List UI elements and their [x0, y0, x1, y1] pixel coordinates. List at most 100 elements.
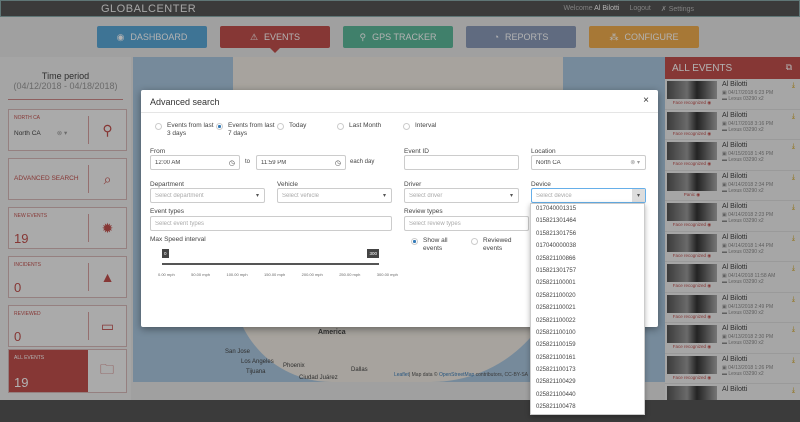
event-thumbnail[interactable] [667, 386, 717, 400]
event-thumbnail[interactable] [667, 264, 717, 282]
event-item[interactable]: Face recognized ◉ Al Bilotti ▣ 04/14/2018 … [665, 232, 800, 262]
device-option[interactable]: 025821100100 [536, 329, 576, 336]
device-option[interactable]: 025821100161 [536, 354, 576, 361]
incidents-card[interactable]: INCIDENTS 0 ▲ [8, 256, 127, 298]
event-item[interactable]: Al Bilotti ⤓ [665, 384, 800, 400]
event-item[interactable]: Face recognized ◉ Al Bilotti ▣ 04/17/2018 … [665, 79, 800, 110]
event-thumbnail[interactable] [667, 172, 717, 191]
location-select[interactable]: North CA ⊗ ▾ [531, 155, 646, 170]
device-option[interactable]: 025821100159 [536, 342, 576, 349]
device-option[interactable]: 025821100020 [536, 292, 576, 299]
event-thumbnail[interactable] [667, 142, 717, 160]
device-option[interactable]: 017040000038 [536, 243, 577, 250]
slider-min-handle[interactable]: 0 [162, 249, 169, 258]
copy-icon[interactable]: ⧉ [785, 62, 792, 72]
period-radio[interactable]: Events from last 3 days [155, 122, 215, 138]
osm-link[interactable]: OpenStreetMap [438, 372, 475, 378]
radio-button[interactable] [216, 123, 223, 130]
download-icon[interactable]: ⤓ [791, 356, 795, 364]
new-events-card[interactable]: NEW EVENTS 19 ✹ [8, 207, 127, 249]
event-thumbnail[interactable] [667, 325, 717, 343]
eye-icon: ◉ [706, 161, 712, 166]
device-option[interactable]: 015821301464 [536, 218, 577, 225]
device-option[interactable]: 025821100429 [536, 379, 576, 386]
location-card[interactable]: NORTH CA North CA ⊗ ▾ ⚲ [8, 109, 127, 151]
advanced-search-card[interactable]: ADVANCED SEARCH ⌕ [8, 158, 127, 200]
period-radio[interactable]: Today [277, 122, 337, 130]
period-radio[interactable]: Last Month [337, 122, 397, 130]
download-icon[interactable]: ⤓ [791, 112, 795, 120]
event-thumbnail[interactable] [667, 203, 717, 221]
device-option[interactable]: 025821100022 [536, 317, 576, 324]
vehicle-select[interactable]: Select vehicle ▾ [277, 188, 392, 203]
download-icon[interactable]: ⤓ [791, 265, 795, 272]
to-time-input[interactable]: 11:59 PM ◷ [256, 155, 346, 170]
slider-max-handle[interactable]: 300 [367, 249, 379, 258]
event-item[interactable]: Panic ◉ Al Bilotti ▣ 04/14/2018 2:34 PM ▬ L… [665, 171, 800, 201]
radio-button[interactable] [155, 123, 162, 130]
device-option[interactable]: 015821301756 [536, 230, 577, 237]
device-option[interactable]: 015821301757 [536, 267, 577, 274]
radio-button[interactable] [277, 123, 284, 130]
device-dropdown-list[interactable]: 017040001315 015821301464 015821301756 0170… [530, 203, 645, 415]
event-thumbnail[interactable] [667, 233, 717, 252]
review-radio[interactable]: Reviewed events [471, 237, 513, 253]
device-option[interactable]: 025821100021 [536, 305, 576, 312]
period-radio[interactable]: Interval [403, 122, 463, 130]
event-thumbnail[interactable] [667, 294, 717, 313]
clear-and-caret-icon[interactable]: ⊗ ▾ [630, 160, 640, 166]
event-thumbnail[interactable] [667, 355, 717, 374]
nav-gps-tracker[interactable]: ⚲ GPS TRACKER [343, 26, 453, 48]
download-icon[interactable]: ⤓ [791, 295, 795, 303]
event-item[interactable]: Face recognized ◉ Al Bilotti ▣ 04/15/2018 … [665, 140, 800, 171]
all-events-card[interactable]: ALL EVENTS 19 🗀 [8, 349, 127, 393]
event-item[interactable]: Face recognized ◉ Al Bilotti ▣ 04/14/2018 … [665, 262, 800, 293]
download-icon[interactable]: ⤓ [791, 234, 795, 242]
event-item[interactable]: Face recognized ◉ Al Bilotti ▣ 04/13/2018 … [665, 354, 800, 384]
download-icon[interactable]: ⤓ [791, 82, 795, 89]
review-types-select[interactable]: Select review types [404, 216, 529, 231]
device-option[interactable]: 025821100478 [536, 404, 576, 411]
event-time: ▣ 04/14/2018 11:58 AM [722, 273, 776, 279]
device-option[interactable]: 025821100001 [536, 280, 576, 287]
radio-button[interactable] [471, 238, 478, 245]
event-item[interactable]: Face recognized ◉ Al Bilotti ▣ 04/14/2018 … [665, 201, 800, 232]
location-select[interactable]: North CA ⊗ ▾ [14, 130, 68, 137]
review-radio[interactable]: Show all events [411, 237, 453, 253]
radio-button[interactable] [411, 238, 418, 245]
leaflet-link[interactable]: Leaflet [393, 372, 409, 378]
radio-button[interactable] [403, 123, 410, 130]
radio-button[interactable] [337, 123, 344, 130]
department-select[interactable]: Select department ▾ [150, 188, 265, 203]
download-icon[interactable]: ⤓ [791, 204, 795, 211]
nav-reports[interactable]: ◔ REPORTS [466, 26, 576, 48]
logout-link[interactable]: Logout [629, 5, 651, 12]
speed-slider[interactable]: 0 300 0.00 mph 50.00 mph 100.00 mph 150.00 … [158, 239, 398, 284]
nav-dashboard[interactable]: ◉ DASHBOARD [97, 26, 207, 48]
settings-link[interactable]: ✗ Settings [660, 6, 694, 13]
device-select[interactable]: Select device ▾ [531, 188, 646, 203]
nav-configure[interactable]: ⁂ CONFIGURE [589, 26, 699, 48]
event-list[interactable]: Face recognized ◉ Al Bilotti ▣ 04/17/2018 … [665, 79, 800, 400]
event-id-input[interactable] [404, 155, 519, 170]
download-icon[interactable]: ⤓ [791, 326, 795, 333]
event-thumbnail[interactable] [667, 111, 717, 130]
device-option[interactable]: 025821100866 [536, 255, 576, 262]
event-thumbnail[interactable] [667, 81, 717, 99]
event-item[interactable]: Face recognized ◉ Al Bilotti ▣ 04/13/2018 … [665, 323, 800, 354]
download-icon[interactable]: ⤓ [791, 173, 795, 181]
reviewed-card[interactable]: REVIEWED 0 ▭ [8, 305, 127, 347]
event-types-select[interactable]: Select event types [150, 216, 392, 231]
from-time-input[interactable]: 12:00 AM ◷ [150, 155, 240, 170]
close-button[interactable]: × [643, 95, 649, 106]
period-radio[interactable]: Events from last 7 days [216, 122, 276, 138]
nav-events[interactable]: ⚠ EVENTS [220, 26, 330, 53]
event-item[interactable]: Face recognized ◉ Al Bilotti ▣ 04/13/2018 … [665, 293, 800, 323]
device-option[interactable]: 025821100173 [536, 367, 576, 374]
download-icon[interactable]: ⤓ [791, 387, 795, 394]
device-option[interactable]: 017040001315 [536, 206, 577, 212]
device-option[interactable]: 025821100440 [536, 391, 576, 398]
event-item[interactable]: Face recognized ◉ Al Bilotti ▣ 04/17/2018 … [665, 110, 800, 140]
download-icon[interactable]: ⤓ [791, 143, 795, 150]
driver-select[interactable]: Select driver ▾ [404, 188, 519, 203]
